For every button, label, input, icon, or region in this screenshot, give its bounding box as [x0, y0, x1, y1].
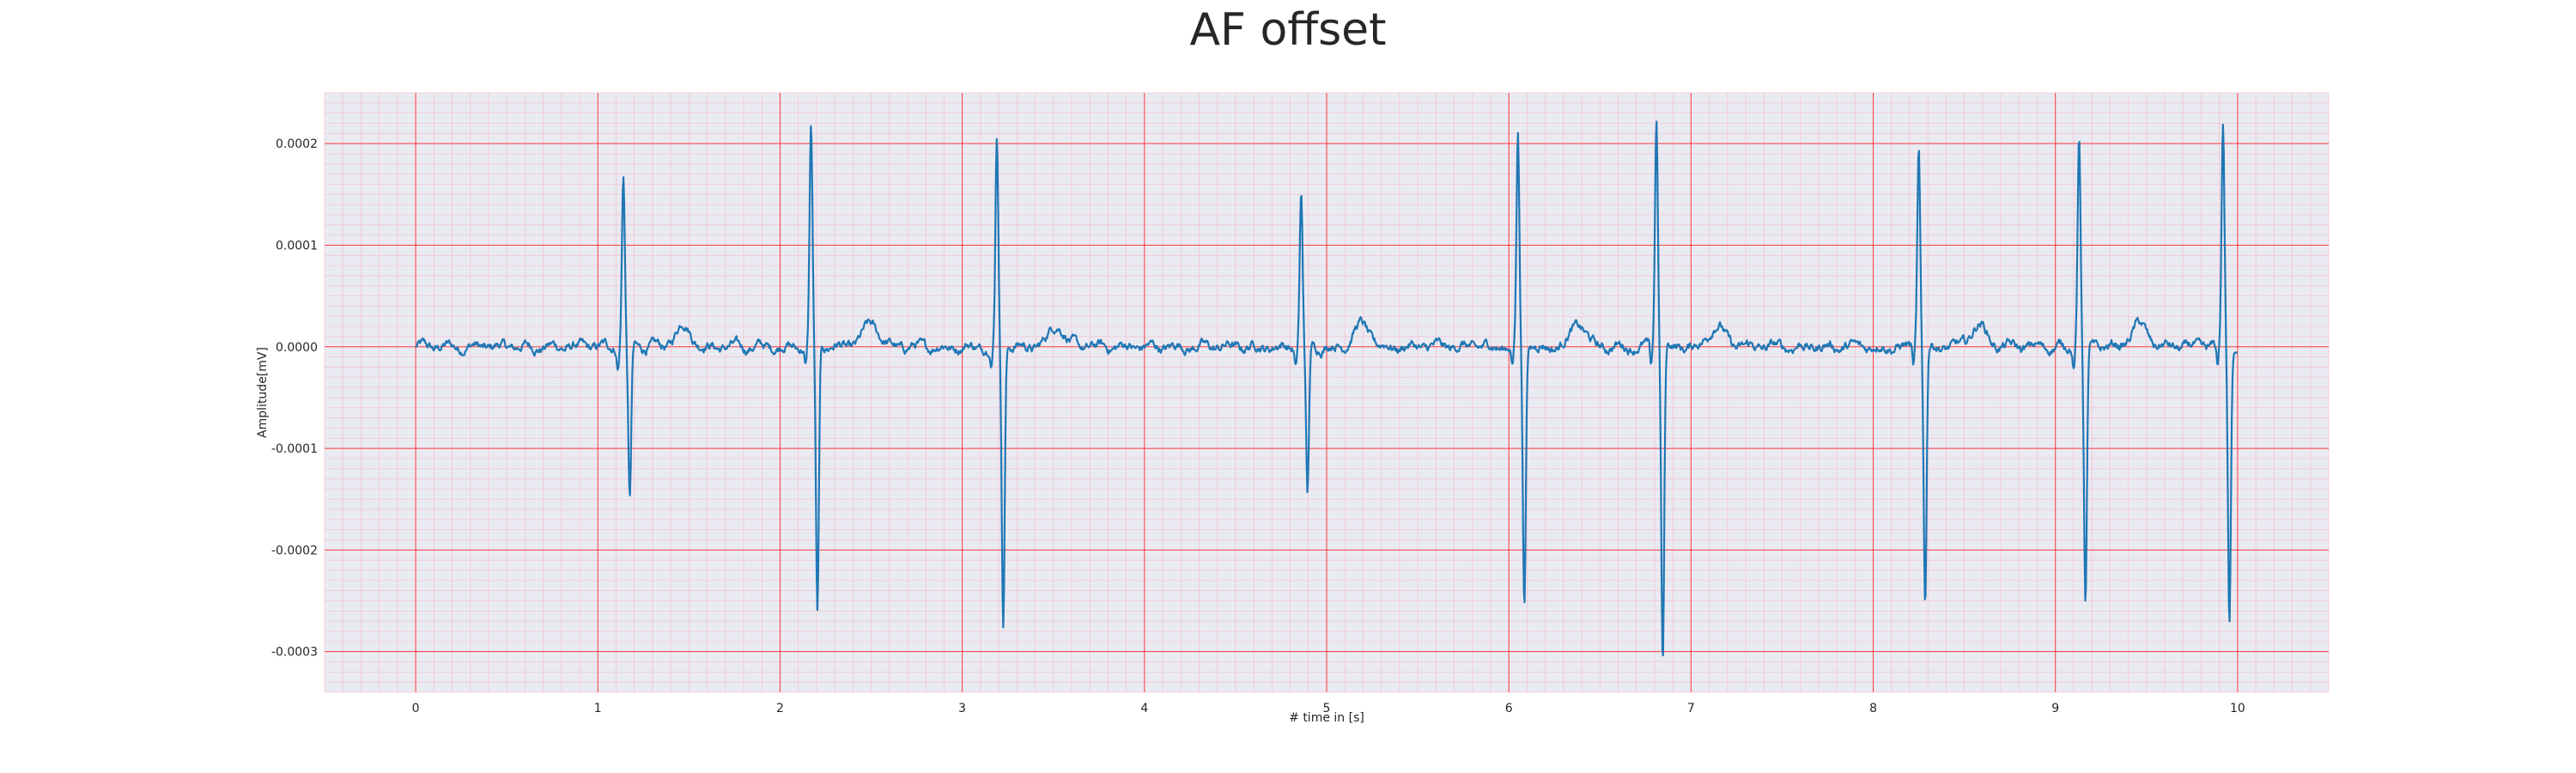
x-tick-label: 8: [1869, 702, 1877, 715]
y-tick-label: 0.0001: [276, 239, 318, 253]
x-tick-label: 2: [776, 702, 784, 715]
y-tick-label: 0.0002: [276, 137, 318, 151]
y-axis-label: Amplitude[mV]: [256, 347, 270, 438]
x-tick-label: 3: [958, 702, 966, 715]
x-tick-label: 1: [594, 702, 602, 715]
x-tick-label: 9: [2051, 702, 2059, 715]
x-tick-label: 6: [1505, 702, 1513, 715]
y-tick-label: -0.0001: [271, 442, 318, 456]
y-tick-label: -0.0003: [271, 646, 318, 660]
x-tick-label: 0: [412, 702, 420, 715]
ecg-series-line: [415, 120, 2239, 657]
y-tick-label: 0.0000: [276, 341, 318, 355]
x-axis-label: # time in [s]: [1289, 711, 1364, 725]
y-axis-ticks: 0.0002 0.0001 0.0000 -0.0001 -0.0002 -0.0003: [271, 137, 318, 660]
x-tick-label: 10: [2230, 702, 2245, 715]
y-tick-label: -0.0002: [271, 544, 318, 557]
x-tick-label: 4: [1140, 702, 1148, 715]
chart-title: AF offset: [1189, 4, 1386, 56]
x-tick-label: 7: [1687, 702, 1695, 715]
x-tick-label: 5: [1323, 702, 1331, 715]
x-axis-ticks: 0 1 2 3 4 5 6 7 8 9 10: [412, 702, 2245, 715]
